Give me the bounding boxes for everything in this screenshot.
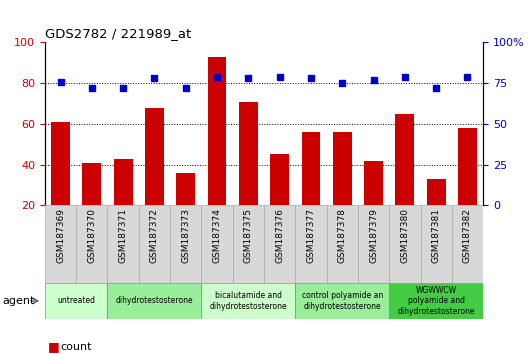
- Bar: [233, 205, 264, 283]
- Text: GSM187372: GSM187372: [150, 208, 159, 263]
- Bar: [295, 283, 389, 319]
- Text: untreated: untreated: [57, 296, 95, 306]
- Bar: [76, 205, 108, 283]
- Bar: [427, 179, 446, 205]
- Text: GSM187381: GSM187381: [432, 208, 441, 263]
- Bar: [420, 205, 452, 283]
- Bar: [82, 162, 101, 205]
- Text: GSM187376: GSM187376: [275, 208, 284, 263]
- Bar: [176, 173, 195, 205]
- Text: GSM187379: GSM187379: [369, 208, 378, 263]
- Text: GSM187371: GSM187371: [119, 208, 128, 263]
- Text: GSM187369: GSM187369: [56, 208, 65, 263]
- Text: GSM187377: GSM187377: [306, 208, 315, 263]
- Text: GDS2782 / 221989_at: GDS2782 / 221989_at: [45, 27, 191, 40]
- Text: control polyamide an
dihydrotestosterone: control polyamide an dihydrotestosterone: [301, 291, 383, 310]
- Bar: [239, 102, 258, 205]
- Bar: [389, 283, 483, 319]
- Bar: [264, 205, 295, 283]
- Bar: [458, 128, 477, 205]
- Text: GSM187373: GSM187373: [181, 208, 190, 263]
- Bar: [201, 205, 233, 283]
- Bar: [301, 132, 320, 205]
- Bar: [201, 283, 295, 319]
- Bar: [395, 114, 414, 205]
- Bar: [114, 159, 133, 205]
- Bar: [358, 205, 389, 283]
- Bar: [108, 205, 139, 283]
- Bar: [170, 205, 201, 283]
- Bar: [327, 205, 358, 283]
- Text: GSM187370: GSM187370: [87, 208, 96, 263]
- Text: GSM187374: GSM187374: [213, 208, 222, 263]
- Bar: [51, 122, 70, 205]
- Bar: [295, 205, 327, 283]
- Bar: [364, 161, 383, 205]
- Bar: [108, 283, 201, 319]
- Text: dihydrotestosterone: dihydrotestosterone: [116, 296, 193, 306]
- Bar: [145, 108, 164, 205]
- Bar: [452, 205, 483, 283]
- Text: ■: ■: [48, 341, 59, 353]
- Text: bicalutamide and
dihydrotestosterone: bicalutamide and dihydrotestosterone: [210, 291, 287, 310]
- Bar: [45, 205, 76, 283]
- Text: GSM187378: GSM187378: [338, 208, 347, 263]
- Bar: [389, 205, 420, 283]
- Text: agent: agent: [3, 296, 35, 306]
- Text: count: count: [61, 342, 92, 352]
- Bar: [45, 283, 108, 319]
- Text: GSM187375: GSM187375: [244, 208, 253, 263]
- Text: GSM187380: GSM187380: [400, 208, 409, 263]
- Bar: [270, 154, 289, 205]
- Text: GSM187382: GSM187382: [463, 208, 472, 263]
- Bar: [139, 205, 170, 283]
- Bar: [333, 132, 352, 205]
- Bar: [208, 57, 227, 205]
- Text: WGWWCW
polyamide and
dihydrotestosterone: WGWWCW polyamide and dihydrotestosterone: [398, 286, 475, 316]
